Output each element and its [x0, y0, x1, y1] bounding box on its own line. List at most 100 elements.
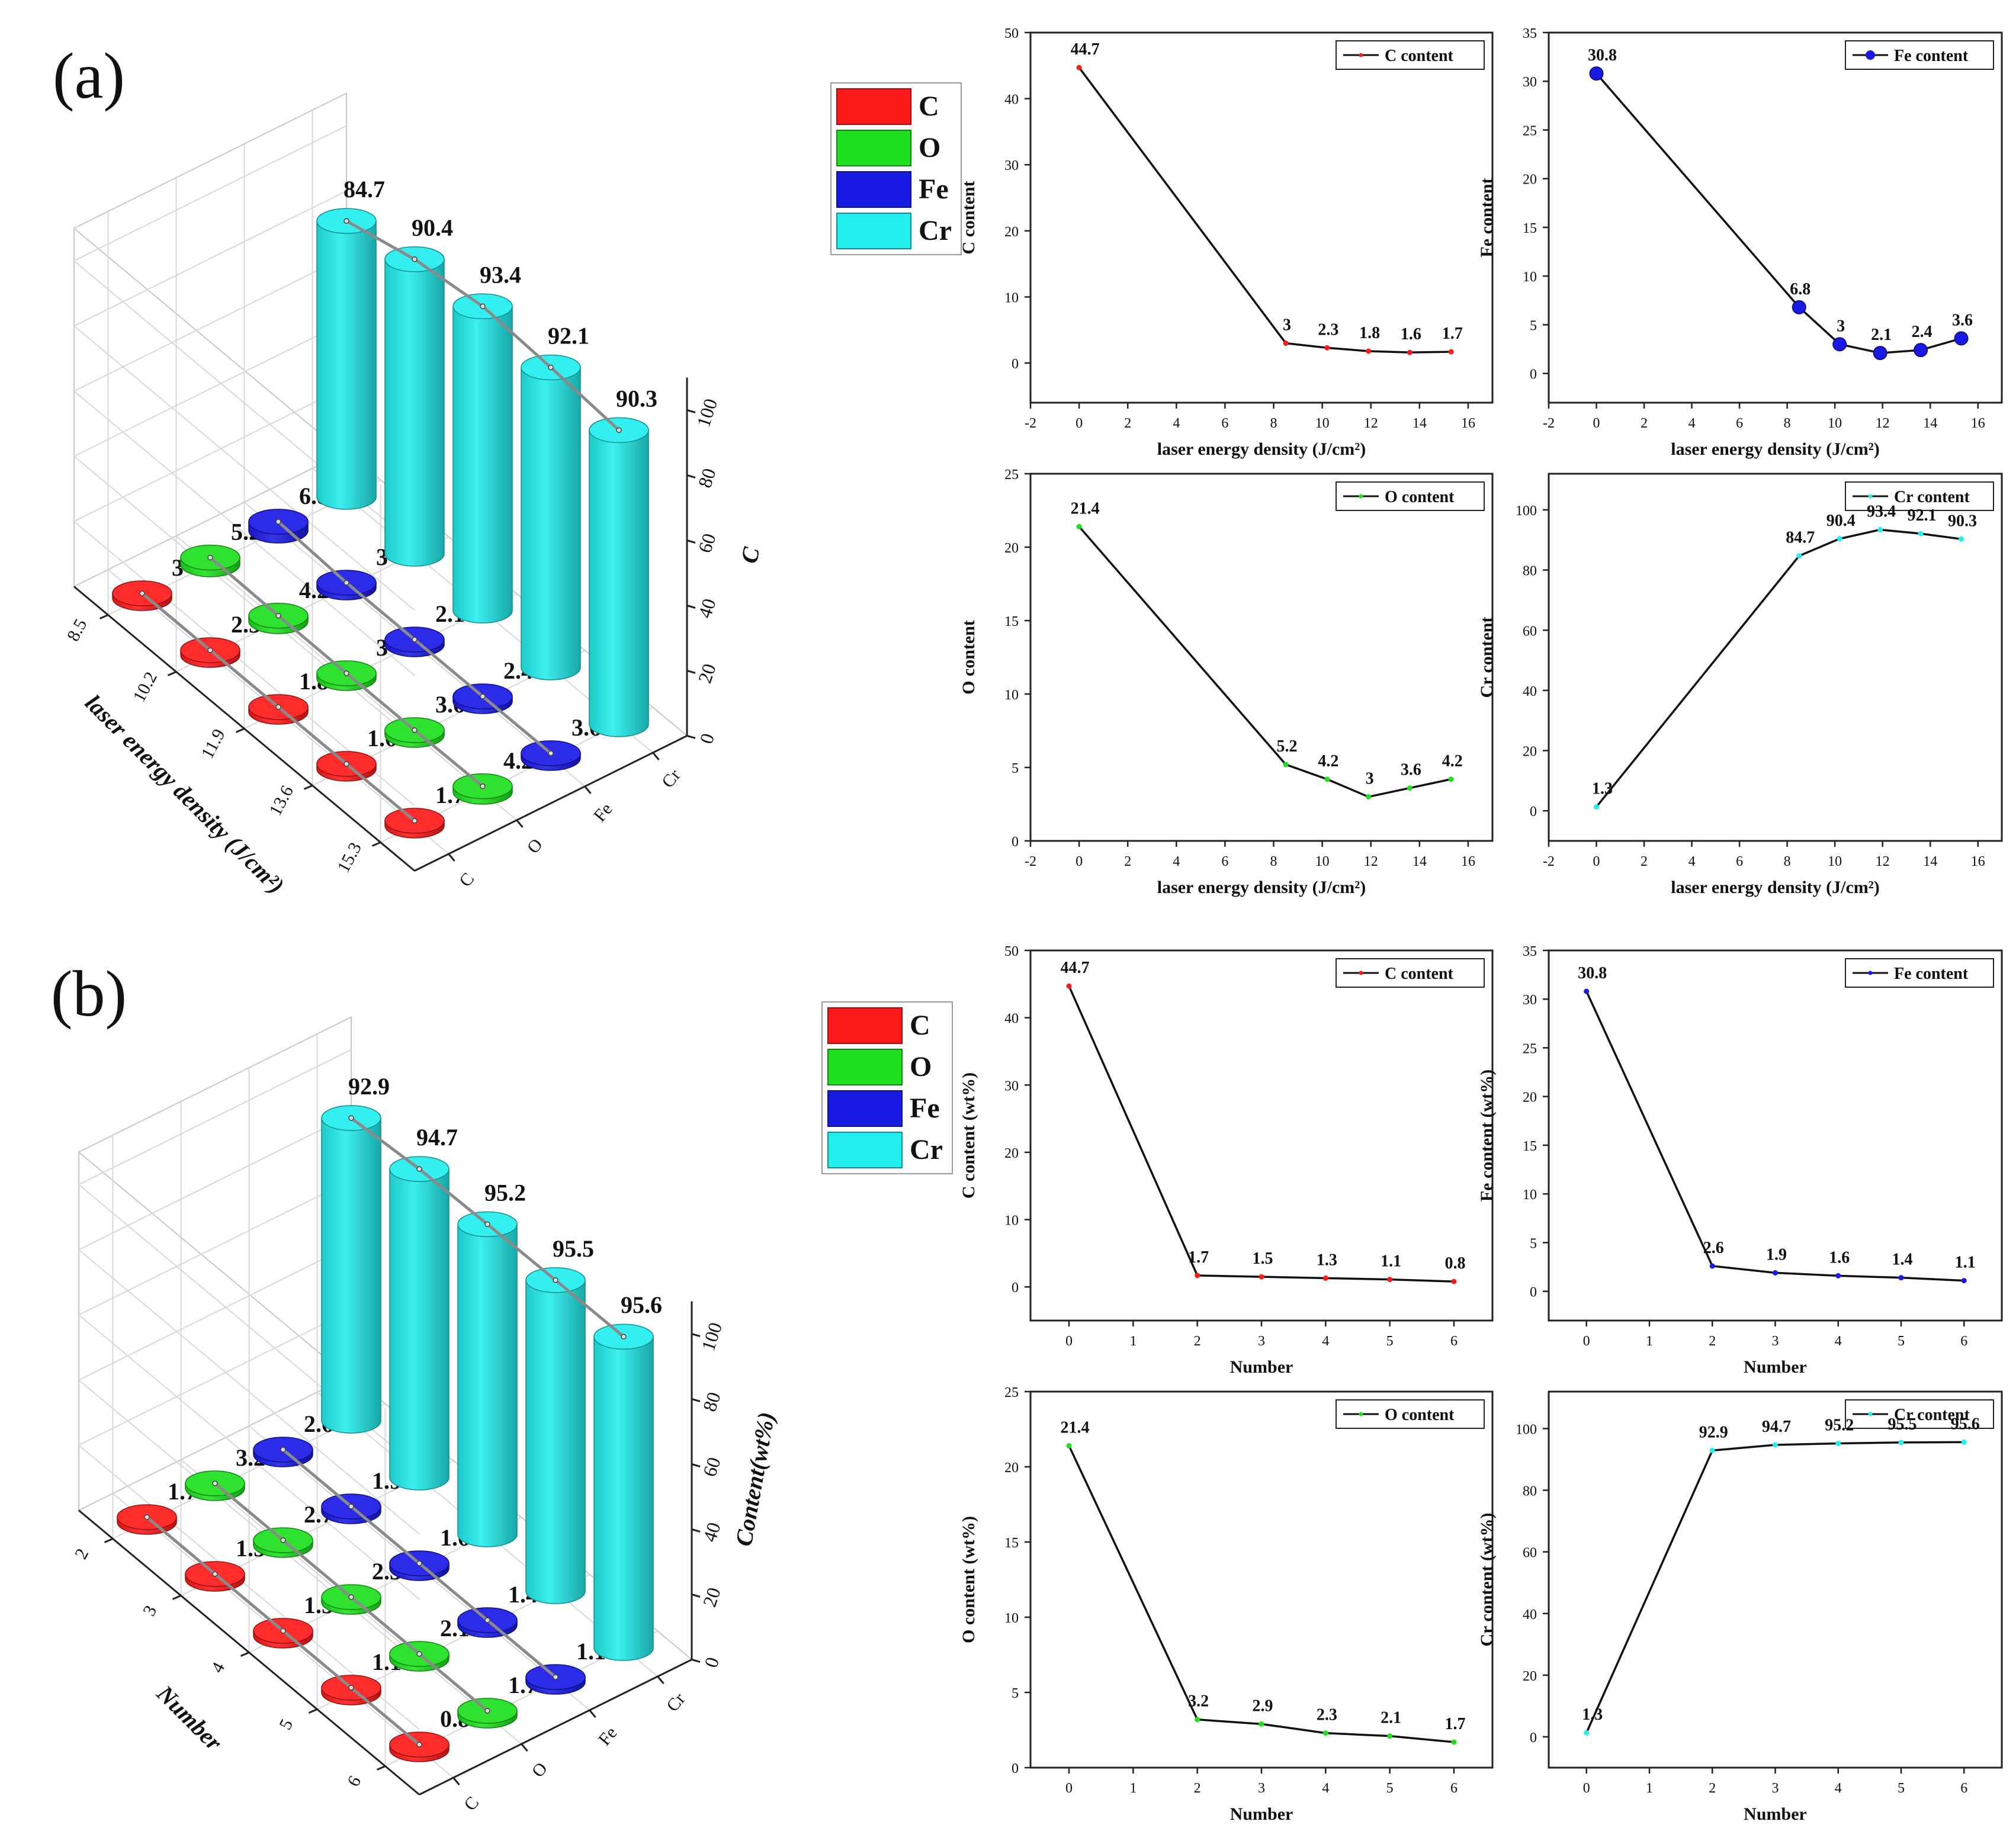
y-tick-label: 50 — [1004, 26, 1019, 41]
chart-3d-b: 23456COFeCr020406080100NumberContent(wt%… — [71, 1001, 953, 1814]
x-tick-label: 16 — [1971, 416, 1985, 431]
data-point — [1366, 348, 1372, 354]
data-label: 94.7 — [1762, 1418, 1791, 1436]
data-point — [1387, 1733, 1393, 1739]
data-point — [1594, 804, 1600, 810]
depth-axis-line — [414, 735, 688, 872]
y-tick-label: 40 — [1004, 92, 1019, 108]
x-tick-label: 6 — [1450, 1334, 1458, 1349]
legend-swatch-o — [836, 130, 911, 166]
legend-label-c: C — [919, 91, 939, 122]
y-tick-label: 80 — [1523, 1484, 1537, 1499]
data-point — [1873, 346, 1887, 361]
connector-point — [275, 613, 281, 619]
y-tick-label: 10 — [1004, 290, 1019, 306]
z-tick-label: 40 — [698, 1520, 724, 1544]
x-axis-title: Number — [151, 1679, 227, 1756]
plot-frame — [1029, 31, 1494, 404]
y-tick-label: 35 — [1523, 944, 1537, 959]
x-tick-label: 3 — [139, 1602, 160, 1620]
x-tick-label: 12 — [1876, 416, 1890, 431]
x-axis-title: laser energy density (J/cm²) — [1671, 439, 1880, 459]
x-tick-label: 8.5 — [63, 616, 91, 645]
x-tick-label: 12 — [1364, 854, 1378, 869]
data-point — [1773, 1442, 1778, 1448]
depth-tick — [584, 786, 592, 794]
connector-point — [553, 1674, 558, 1680]
legend-label: O content — [1385, 1406, 1455, 1424]
chart-b-o-content: 0 1 2 3 4 5 6 0 5 10 15 20 25 Number O content (wt%) O … — [959, 1385, 1494, 1824]
x-tick-label: 5 — [1898, 1781, 1905, 1796]
plot-frame — [1548, 949, 2003, 1322]
x-tick-label: 0 — [1583, 1334, 1590, 1349]
connector-point — [212, 1480, 218, 1486]
x-tick-label: 15.3 — [333, 839, 365, 876]
legend-label: Cr content — [1894, 1406, 1970, 1424]
connector-point — [412, 256, 418, 262]
depth-tick-label: C — [455, 869, 478, 891]
connector-point — [553, 1277, 558, 1283]
legend-marker — [1359, 494, 1363, 499]
series-line — [1068, 1445, 1455, 1743]
connector-point — [348, 1115, 354, 1121]
data-label: 93.4 — [1867, 503, 1896, 521]
chart-a-c-content: -2 0 2 4 6 8 10 12 14 16 0 10 20 30 40 50 laser energy d… — [959, 26, 1494, 459]
x-tick-label: 2 — [1194, 1334, 1201, 1349]
data-point — [1451, 1739, 1457, 1745]
x-tick-label: -2 — [1543, 854, 1555, 869]
bar-cr-3 — [521, 367, 581, 680]
data-label: 44.7 — [1071, 40, 1100, 59]
data-label: 6.8 — [1790, 280, 1810, 298]
x-tick-label: 5 — [275, 1716, 297, 1733]
data-label: 5.2 — [1277, 737, 1298, 756]
data-point — [1709, 1447, 1715, 1453]
data-label: 4.2 — [1442, 752, 1463, 770]
connector-point — [480, 783, 486, 789]
z-tick-label: 60 — [694, 531, 720, 555]
data-label-cr: 90.3 — [616, 385, 657, 412]
x-tick-label: 14 — [1413, 416, 1427, 431]
connector-point — [548, 750, 554, 756]
data-point — [1407, 349, 1413, 355]
data-label: 84.7 — [1786, 529, 1815, 547]
y-tick-label: 30 — [1523, 75, 1537, 90]
data-point — [1709, 1263, 1715, 1269]
x-tick-label: 3 — [1772, 1781, 1779, 1796]
z-tick-label: 0 — [695, 731, 718, 746]
data-label: 95.6 — [1951, 1415, 1980, 1433]
y-tick-label: 40 — [1523, 684, 1537, 699]
legend-swatch-cr — [827, 1132, 903, 1168]
data-point — [1259, 1721, 1264, 1727]
data-label: 90.3 — [1948, 512, 1977, 530]
wall-gridline — [78, 1179, 420, 1600]
x-tick-label: 0 — [1065, 1781, 1073, 1796]
data-point — [1407, 785, 1413, 791]
connector-point — [480, 693, 486, 699]
data-label: 1.3 — [1592, 780, 1613, 798]
data-point — [1961, 1439, 1967, 1445]
x-tick-label: 6 — [1736, 854, 1743, 869]
x-tick — [167, 671, 177, 676]
depth-axis-line — [419, 1659, 692, 1795]
x-tick-label: -2 — [1025, 416, 1036, 431]
data-point — [1959, 536, 1964, 542]
data-label-cr: 95.2 — [484, 1179, 526, 1206]
connector-point — [416, 1651, 422, 1657]
x-tick-label: 2 — [1709, 1781, 1716, 1796]
legend-marker — [1868, 971, 1873, 975]
x-tick-label: 2 — [1124, 416, 1131, 431]
connector-point — [412, 818, 418, 824]
series-line — [1585, 991, 1964, 1282]
data-point — [1954, 331, 1969, 346]
x-tick-label: 10 — [1828, 416, 1842, 431]
x-tick-label: 10 — [1828, 854, 1842, 869]
y-tick-label: 35 — [1523, 26, 1537, 41]
data-point — [1066, 1443, 1072, 1448]
x-axis-title: Number — [1744, 1357, 1807, 1377]
connector-point — [144, 1514, 150, 1520]
plot-frame — [1548, 31, 2003, 404]
x-tick-label: 2 — [1641, 854, 1648, 869]
x-tick — [308, 1708, 318, 1714]
x-tick-label: 12 — [1364, 416, 1378, 431]
